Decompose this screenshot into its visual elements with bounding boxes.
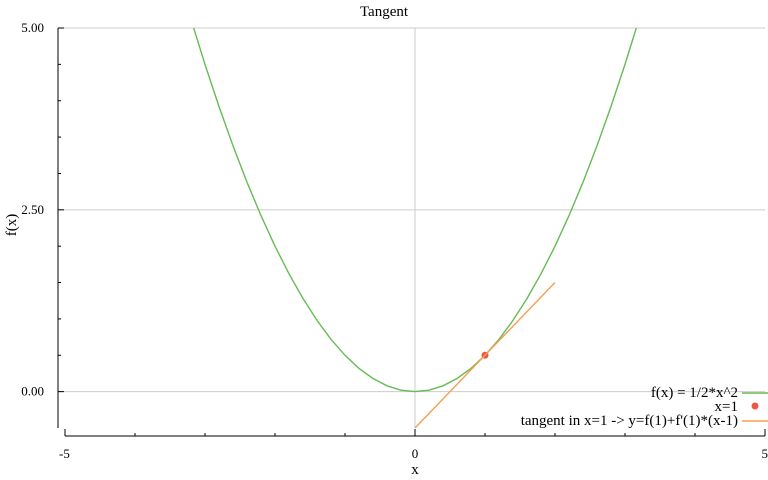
- y-tick-label: 5.00: [21, 20, 44, 35]
- series-line: [414, 282, 556, 429]
- y-axis-label: f(x): [4, 214, 20, 237]
- axes: 0.00 2.50 5.00 -5 0 5: [21, 20, 768, 461]
- y-tick-label: 0.00: [21, 384, 44, 399]
- legend-label: x=1: [715, 399, 738, 415]
- x-tick-label: -5: [59, 446, 70, 461]
- x-tick-label: 0: [412, 446, 419, 461]
- legend-swatch-point: [751, 402, 759, 410]
- series-line: [192, 28, 638, 393]
- x-axis-label: x: [411, 462, 419, 478]
- chart-title: Tangent: [360, 4, 409, 20]
- plot-area: [192, 28, 638, 429]
- grid: [58, 27, 765, 428]
- legend-label: tangent in x=1 -> y=f(1)+f'(1)*(x-1): [521, 413, 738, 429]
- y-tick-label: 2.50: [21, 202, 44, 217]
- legend-label: f(x) = 1/2*x^2: [651, 385, 738, 401]
- x-tick-label: 5: [762, 446, 768, 461]
